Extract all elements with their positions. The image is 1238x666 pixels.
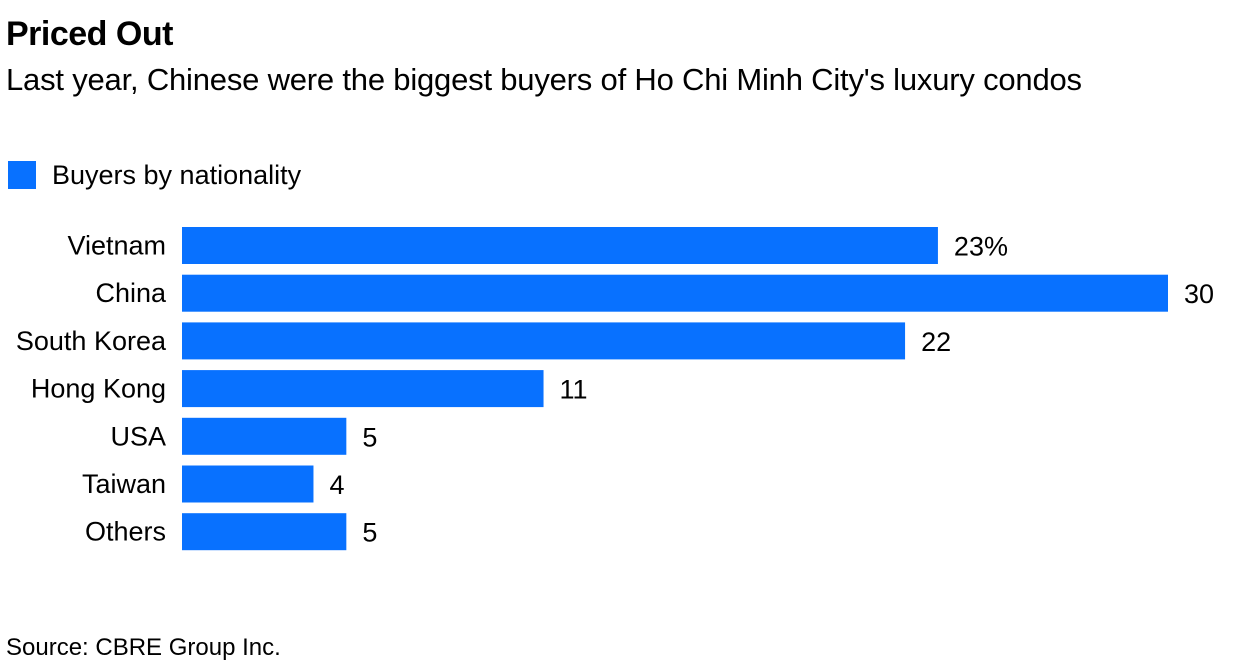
category-label: Others — [85, 517, 166, 547]
bar-chart: Vietnam 23% China 30 South Korea 22 Hong Kong 1… — [16, 227, 1214, 551]
bar — [182, 274, 1168, 312]
data-label: 11 — [560, 375, 588, 405]
bar — [182, 322, 906, 360]
category-label: Taiwan — [82, 469, 166, 499]
legend-swatch — [8, 161, 36, 189]
data-label: 23% — [954, 232, 1008, 262]
bar — [182, 513, 347, 551]
bar — [182, 370, 544, 408]
data-label: 22 — [921, 327, 951, 357]
category-label: South Korea — [16, 326, 167, 356]
legend-label: Buyers by nationality — [52, 159, 302, 190]
bar — [182, 465, 314, 503]
source-note: Source: CBRE Group Inc. — [6, 634, 281, 661]
bar — [182, 227, 938, 264]
category-label: Hong Kong — [31, 374, 166, 404]
data-label: 4 — [329, 470, 344, 500]
data-label: 30 — [1184, 279, 1214, 309]
category-label: USA — [110, 421, 166, 451]
legend: Buyers by nationality — [8, 158, 301, 192]
category-label: Vietnam — [67, 231, 166, 261]
category-label: China — [95, 278, 167, 308]
bar — [182, 417, 347, 455]
chart-title: Priced Out — [6, 15, 173, 53]
chart-subtitle: Last year, Chinese were the biggest buye… — [6, 62, 1082, 97]
data-label: 5 — [362, 518, 377, 548]
data-label: 5 — [362, 422, 377, 452]
